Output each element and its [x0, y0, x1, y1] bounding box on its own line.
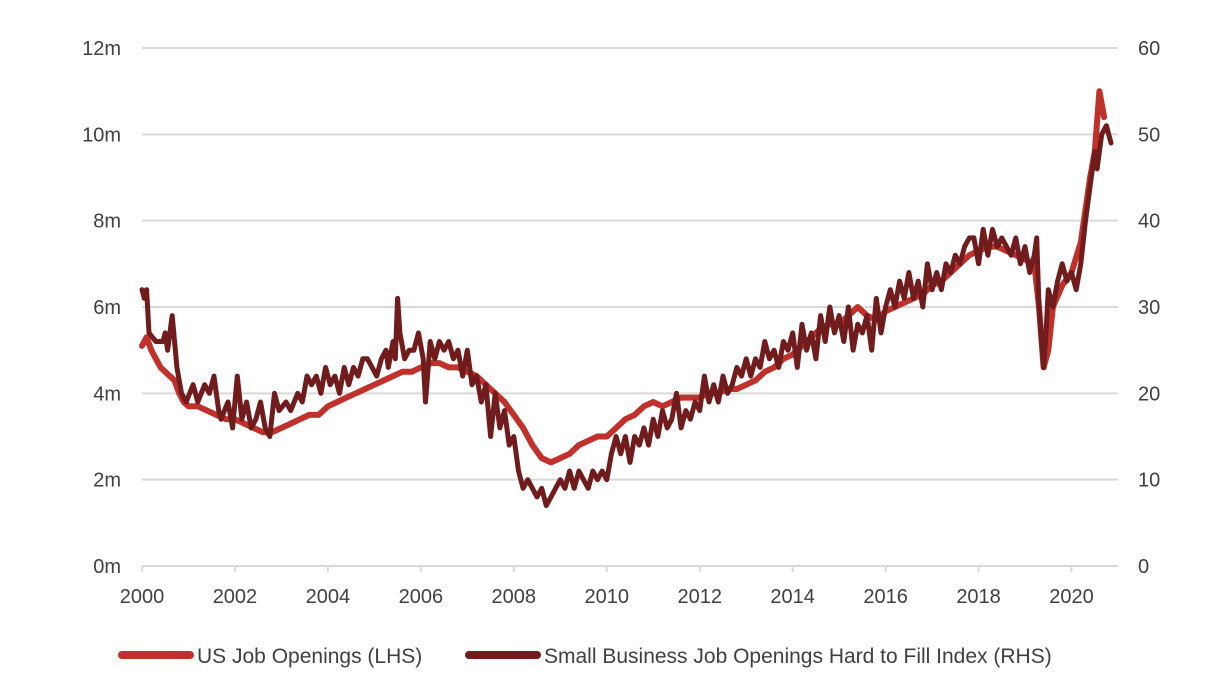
right-tick-label: 20: [1138, 383, 1160, 405]
x-axis: 2000 2002 2004 2006 2008 2010 2012 2014 2016 2018…: [120, 566, 1094, 608]
right-tick-label: 40: [1138, 211, 1160, 233]
x-tick-label: 2016: [863, 586, 908, 608]
legend-item-small-business-index: Small Business Job Openings Hard to Fill…: [465, 645, 1052, 668]
x-tick-label: 2020: [1049, 586, 1094, 608]
right-tick-label: 10: [1138, 470, 1160, 492]
left-tick-label: 8m: [93, 211, 121, 233]
left-tick-label: 10m: [82, 124, 121, 146]
right-tick-label: 50: [1138, 124, 1160, 146]
series-lines: [139, 88, 1114, 509]
x-tick-label: 2014: [770, 586, 815, 608]
x-tick-label: 2010: [585, 586, 630, 608]
x-tick-label: 2002: [213, 586, 258, 608]
x-tick-label: 2004: [306, 586, 351, 608]
left-tick-label: 2m: [93, 470, 121, 492]
grid-lines: [142, 47, 1118, 567]
left-axis: 0m 2m 4m 6m 8m 10m 12m: [82, 38, 121, 578]
x-tick-label: 2000: [120, 586, 165, 608]
right-axis: 0 10 20 30 40 50 60: [1138, 38, 1160, 578]
left-tick-label: 6m: [93, 297, 121, 319]
x-tick-label: 2006: [399, 586, 444, 608]
series-line-small-business-index: [139, 123, 1114, 509]
x-tick-label: 2012: [677, 586, 722, 608]
legend-label-us-job-openings: US Job Openings (LHS): [197, 645, 422, 668]
left-tick-label: 0m: [93, 556, 121, 578]
legend-item-us-job-openings: US Job Openings (LHS): [118, 645, 422, 668]
right-tick-label: 0: [1138, 556, 1149, 578]
left-tick-label: 4m: [93, 383, 121, 405]
x-tick-label: 2008: [492, 586, 537, 608]
left-tick-label: 12m: [82, 38, 121, 60]
legend: US Job Openings (LHS) Small Business Job…: [118, 645, 1052, 668]
legend-label-small-business-index: Small Business Job Openings Hard to Fill…: [544, 645, 1052, 668]
x-tick-label: 2018: [956, 586, 1001, 608]
right-tick-label: 60: [1138, 38, 1160, 60]
right-tick-label: 30: [1138, 297, 1160, 319]
